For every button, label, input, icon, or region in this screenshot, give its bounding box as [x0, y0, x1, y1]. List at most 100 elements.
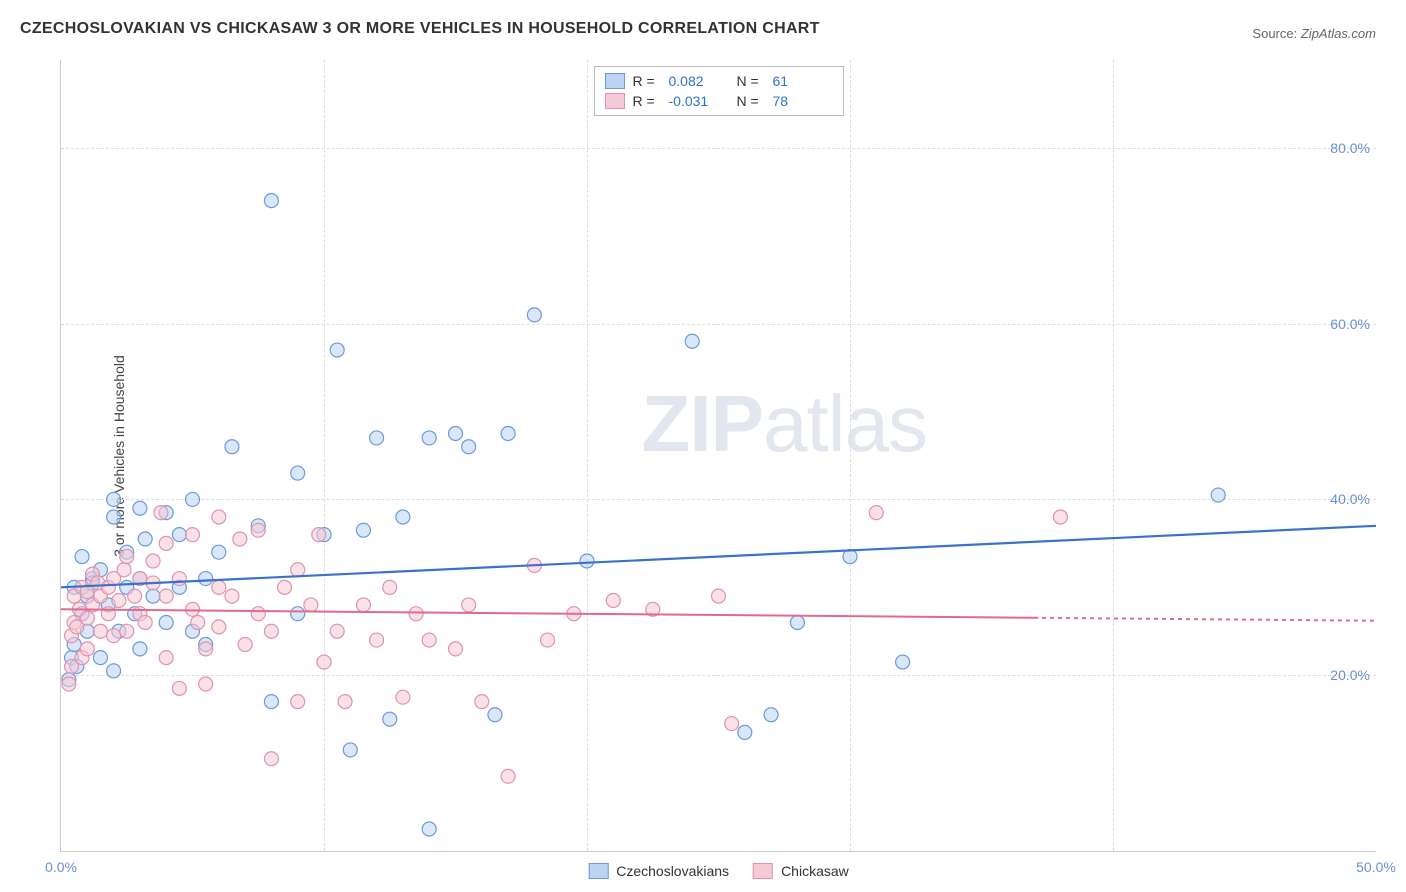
scatter-point: [62, 677, 76, 691]
scatter-point: [396, 510, 410, 524]
scatter-point: [80, 611, 94, 625]
scatter-point: [159, 651, 173, 665]
scatter-point: [291, 695, 305, 709]
scatter-point: [462, 598, 476, 612]
scatter-point: [1211, 488, 1225, 502]
scatter-point: [251, 607, 265, 621]
scatter-point: [330, 343, 344, 357]
legend-item: Czechoslovakians: [588, 863, 729, 879]
trend-line: [61, 609, 1034, 617]
legend-swatch: [588, 863, 608, 879]
scatter-point: [396, 690, 410, 704]
scatter-point: [264, 695, 278, 709]
source-label: Source:: [1252, 26, 1297, 41]
scatter-point: [107, 664, 121, 678]
legend-r-value: 0.082: [669, 73, 729, 89]
x-tick-label: 50.0%: [1356, 859, 1396, 875]
scatter-point: [764, 708, 778, 722]
scatter-point: [264, 752, 278, 766]
scatter-point: [107, 492, 121, 506]
legend-item: Chickasaw: [753, 863, 849, 879]
scatter-point: [117, 563, 131, 577]
scatter-point: [685, 334, 699, 348]
scatter-point: [233, 532, 247, 546]
scatter-point: [356, 598, 370, 612]
scatter-point: [107, 629, 121, 643]
legend-r-label: R =: [633, 93, 661, 109]
series-legend: Czechoslovakians Chickasaw: [588, 863, 849, 879]
scatter-point: [370, 431, 384, 445]
scatter-point: [159, 615, 173, 629]
scatter-point: [186, 602, 200, 616]
legend-swatch: [605, 93, 625, 109]
legend-n-label: N =: [737, 93, 765, 109]
scatter-point: [501, 427, 515, 441]
scatter-point: [343, 743, 357, 757]
legend-swatch: [753, 863, 773, 879]
legend-n-value: 78: [773, 93, 833, 109]
scatter-svg: [61, 60, 1376, 851]
scatter-point: [191, 615, 205, 629]
x-tick-label: 0.0%: [45, 859, 77, 875]
scatter-point: [128, 589, 142, 603]
scatter-point: [1053, 510, 1067, 524]
scatter-point: [93, 624, 107, 638]
legend-label: Chickasaw: [781, 863, 849, 879]
scatter-point: [291, 466, 305, 480]
scatter-point: [291, 607, 305, 621]
scatter-point: [199, 572, 213, 586]
legend-label: Czechoslovakians: [616, 863, 729, 879]
scatter-point: [409, 607, 423, 621]
trend-line-dashed: [1034, 618, 1376, 621]
scatter-point: [212, 580, 226, 594]
scatter-point: [133, 642, 147, 656]
scatter-point: [312, 528, 326, 542]
legend-r-value: -0.031: [669, 93, 729, 109]
scatter-point: [172, 572, 186, 586]
scatter-point: [251, 523, 265, 537]
scatter-point: [212, 510, 226, 524]
scatter-point: [738, 725, 752, 739]
source-name: ZipAtlas.com: [1301, 26, 1376, 41]
scatter-point: [422, 822, 436, 836]
legend-row: R = -0.031 N = 78: [605, 91, 833, 111]
legend-swatch: [605, 73, 625, 89]
scatter-point: [212, 545, 226, 559]
scatter-point: [107, 510, 121, 524]
legend-n-value: 61: [773, 73, 833, 89]
scatter-point: [138, 532, 152, 546]
scatter-point: [120, 624, 134, 638]
scatter-point: [199, 642, 213, 656]
scatter-point: [138, 615, 152, 629]
chart-title: CZECHOSLOVAKIAN VS CHICKASAW 3 OR MORE V…: [20, 20, 820, 38]
scatter-point: [133, 501, 147, 515]
scatter-point: [172, 681, 186, 695]
scatter-point: [278, 580, 292, 594]
scatter-point: [304, 598, 318, 612]
chart-area: 3 or more Vehicles in Household ZIPatlas…: [50, 60, 1376, 852]
scatter-point: [896, 655, 910, 669]
scatter-point: [212, 620, 226, 634]
scatter-point: [422, 431, 436, 445]
scatter-point: [225, 589, 239, 603]
scatter-point: [146, 554, 160, 568]
scatter-point: [112, 594, 126, 608]
scatter-point: [488, 708, 502, 722]
scatter-point: [159, 589, 173, 603]
scatter-point: [712, 589, 726, 603]
scatter-point: [238, 637, 252, 651]
scatter-point: [541, 633, 555, 647]
legend-r-label: R =: [633, 73, 661, 89]
scatter-point: [264, 194, 278, 208]
scatter-point: [120, 550, 134, 564]
scatter-point: [75, 550, 89, 564]
scatter-point: [725, 717, 739, 731]
scatter-point: [869, 506, 883, 520]
legend-row: R =0.082N =61: [605, 71, 833, 91]
scatter-point: [370, 633, 384, 647]
scatter-point: [527, 308, 541, 322]
scatter-point: [154, 506, 168, 520]
scatter-point: [317, 655, 331, 669]
scatter-point: [462, 440, 476, 454]
scatter-point: [186, 528, 200, 542]
